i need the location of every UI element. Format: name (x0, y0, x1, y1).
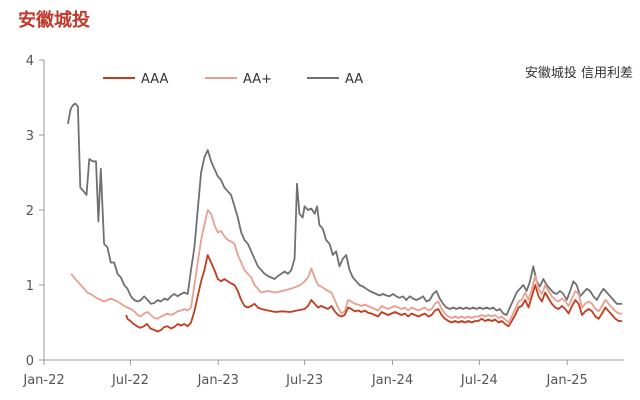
series-line-aaplus (70, 209, 623, 324)
chart-annotation: 安徽城投 信用利差 (525, 65, 633, 81)
x-tick-label: Jul-24 (460, 373, 498, 388)
x-tick-label: Jul-22 (111, 373, 149, 388)
x-tick-label: Jan-24 (371, 373, 413, 388)
series-line-aa (67, 102, 623, 316)
x-tick-label: Jan-22 (22, 373, 64, 388)
y-tick-label: 2 (26, 204, 34, 219)
y-tick-label: 0 (26, 354, 34, 369)
legend-label-aa: AA (345, 72, 363, 87)
series-line-aaa (125, 254, 623, 333)
x-tick-label: Jul-23 (285, 373, 323, 388)
legend: AAA AA+ AA (103, 72, 363, 87)
x-tick-label: Jan-25 (546, 373, 588, 388)
series-lines (67, 102, 623, 333)
y-tick-label: 3 (26, 129, 34, 144)
axes: 0 1 2 3 4 Jan-22 Jul-22 Jan-23 Jul-23 Jan-24 Jul-2… (22, 54, 624, 388)
legend-label-aaa: AAA (141, 72, 169, 87)
chart-title: 安徽城投 (18, 10, 90, 31)
legend-label-aaplus: AA+ (243, 72, 272, 87)
y-tick-label: 4 (26, 54, 34, 69)
x-tick-label: Jan-23 (197, 373, 239, 388)
y-tick-label: 1 (26, 279, 34, 294)
